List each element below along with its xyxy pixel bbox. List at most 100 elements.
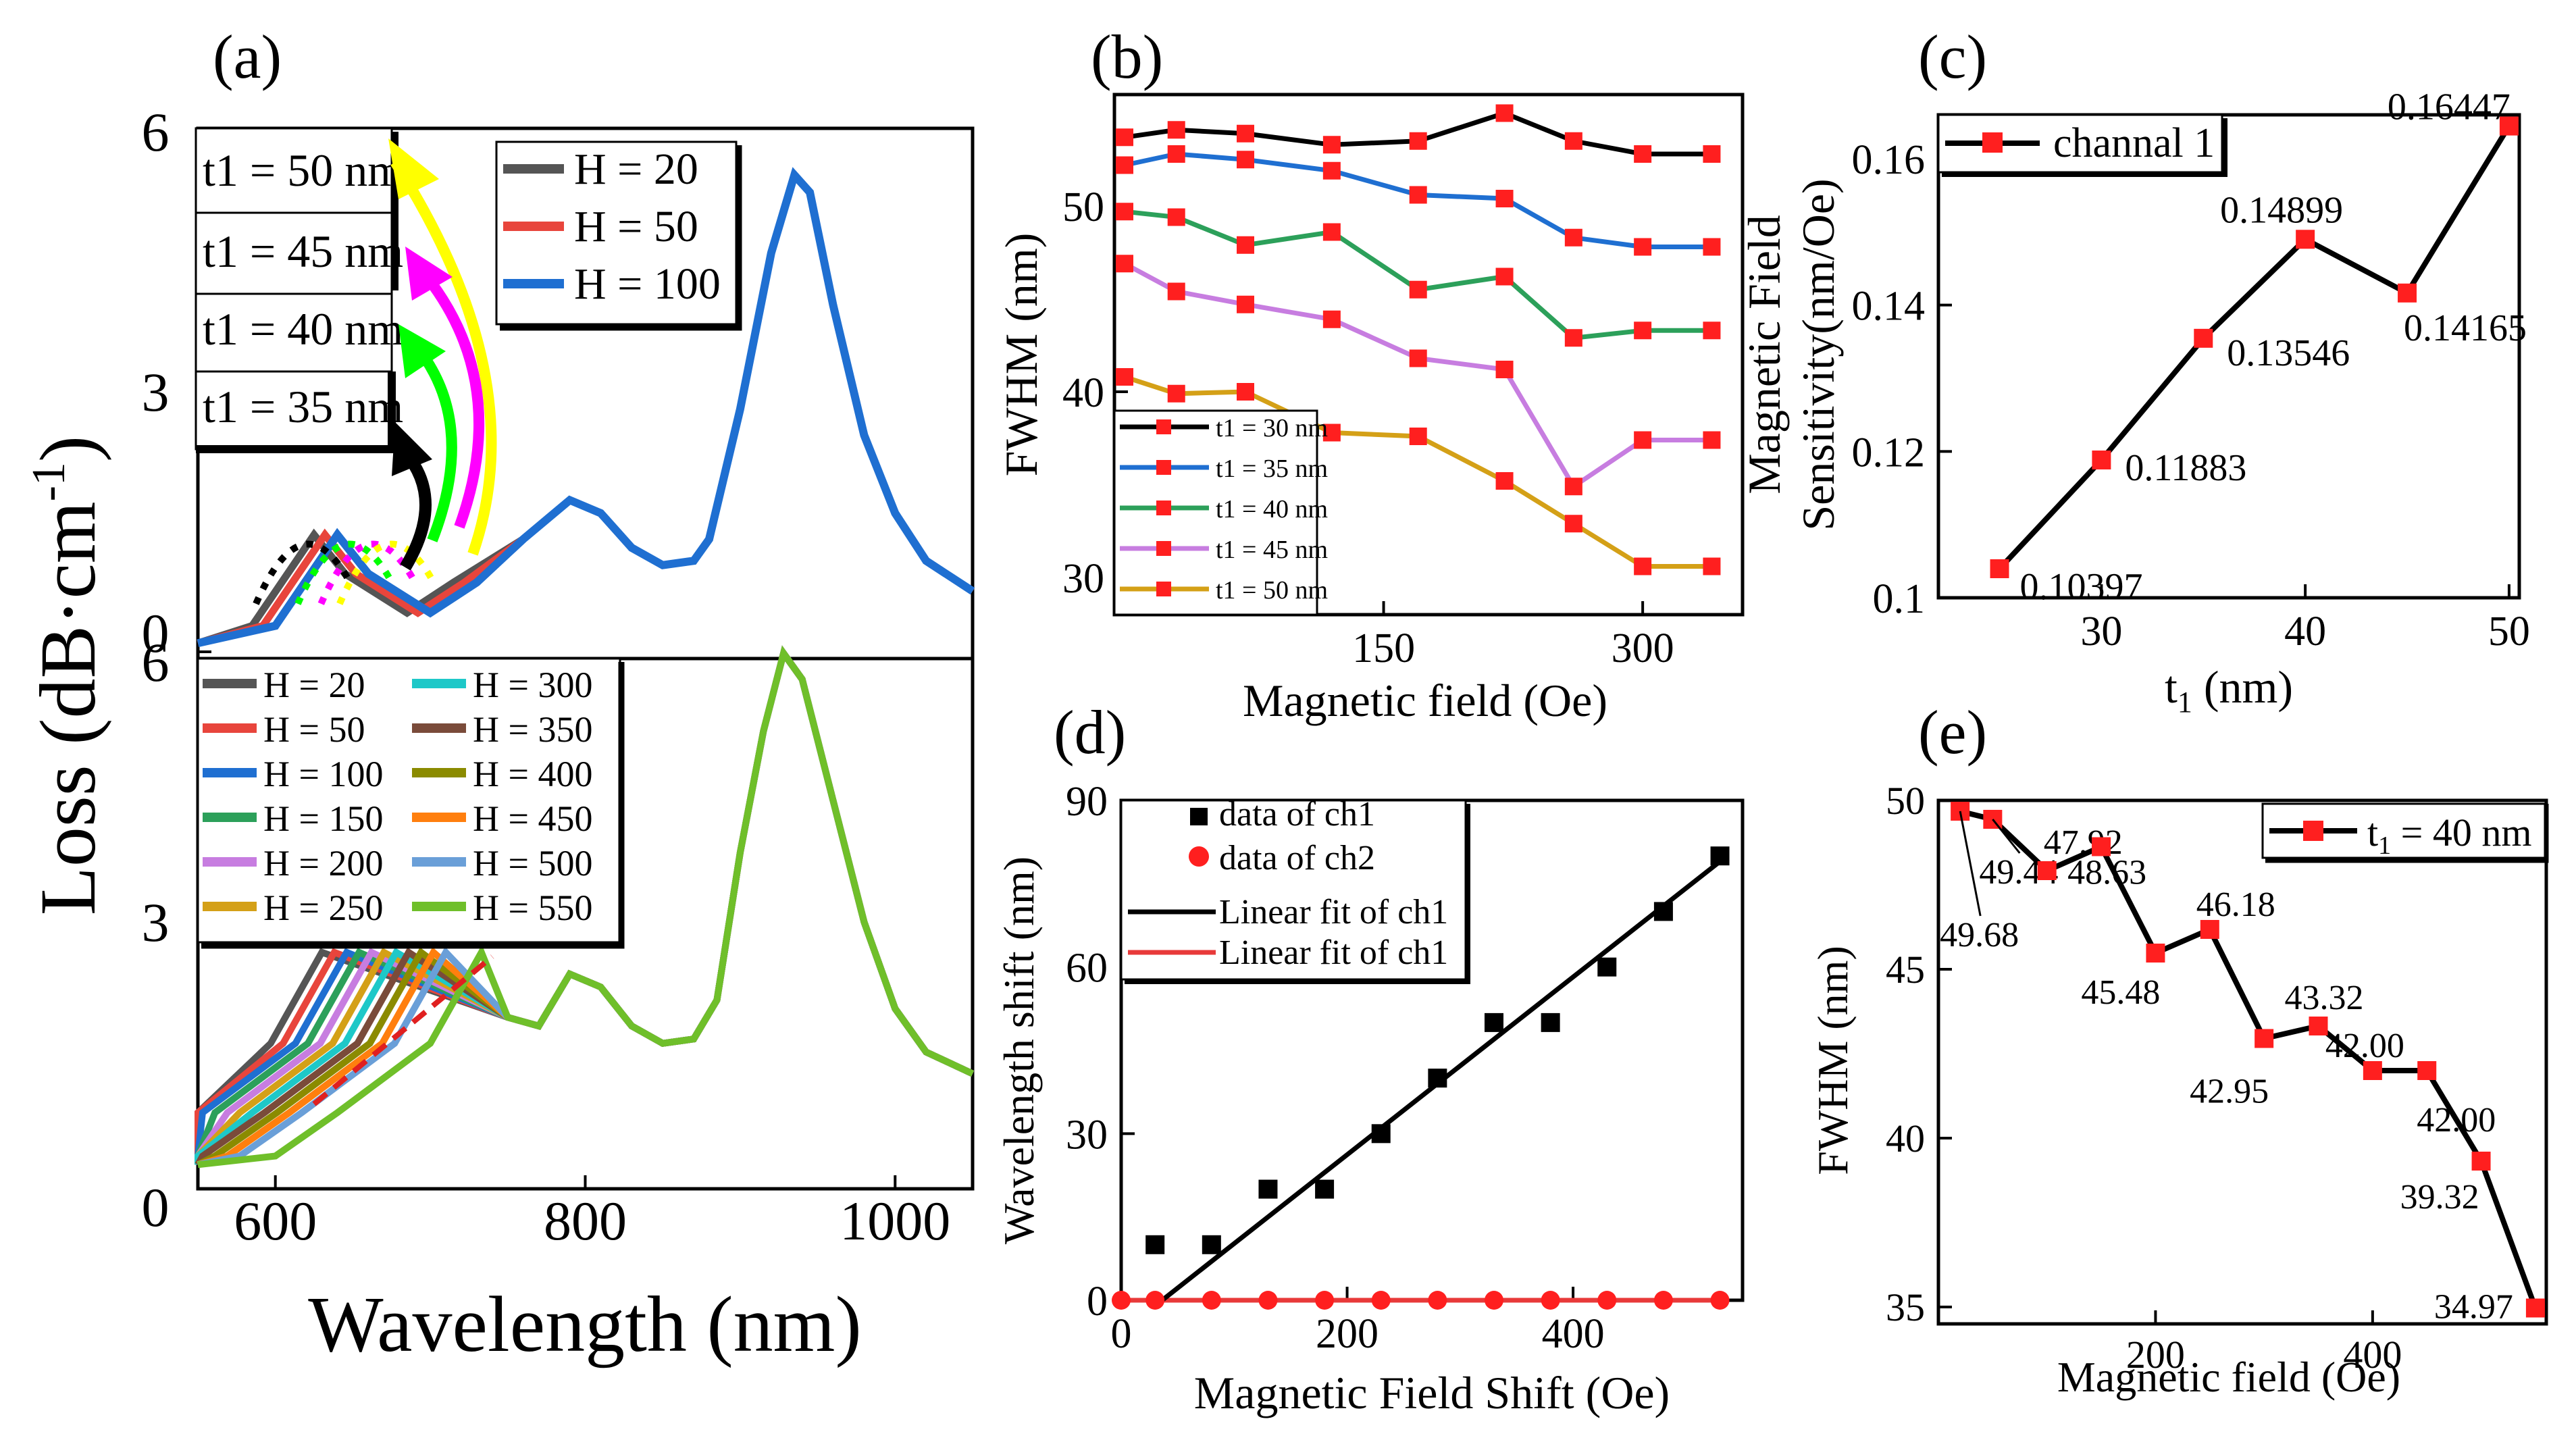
data-label: 45.48 — [2081, 973, 2160, 1012]
y-tick-label: 30 — [1062, 556, 1104, 602]
series-t35-point — [1564, 228, 1582, 247]
series-t45-point — [1409, 349, 1427, 367]
panel-d-plot: 0 200 400 0 30 60 90 — [1066, 779, 1730, 1357]
y-tick-label: 35 — [1886, 1285, 1925, 1329]
x-tick-label: 1000 — [840, 1190, 950, 1252]
series-t30-point — [1116, 128, 1133, 147]
data-label: 0.14165 — [2404, 307, 2527, 349]
x-tick-label: 50 — [2488, 609, 2530, 655]
legend-label-h50: H = 50 — [574, 202, 698, 251]
thickness-label-50: t1 = 50 nm — [203, 145, 403, 196]
series-t35-point — [1167, 145, 1185, 163]
data-label: 0.16447 — [2388, 86, 2510, 128]
series-t50-point — [1237, 383, 1254, 401]
series-t35-point — [1703, 238, 1721, 256]
ch2-point — [1258, 1291, 1278, 1310]
ch1-point — [1258, 1179, 1278, 1199]
x-tick-label: 800 — [544, 1190, 627, 1252]
panel-label-a: (a) — [213, 22, 282, 91]
series-t40-line — [1124, 209, 1712, 340]
series-t30-point — [1703, 145, 1721, 163]
ch2-point — [1315, 1291, 1335, 1310]
series-t50-point — [1167, 384, 1185, 403]
ch1-point — [1485, 1012, 1503, 1032]
series-h550-curve — [197, 645, 975, 1169]
panel-c-legend: channal 1 — [1937, 113, 2227, 177]
legend-label-h50: H = 50 — [263, 709, 365, 750]
series-t40-point — [1322, 223, 1341, 241]
series-channal1-point — [2499, 116, 2519, 136]
panel-b-xlabel: Magnetic field (Oe) — [1243, 675, 1607, 726]
panel-c-frame — [1936, 113, 2521, 600]
data-label: 46.18 — [2196, 886, 2275, 924]
series-t40-point — [1495, 267, 1514, 286]
panel-b-ylabel-right-2: Sensitivity(nm/Oe) — [1793, 178, 1844, 530]
series-t45-point — [1564, 478, 1582, 496]
series-t40-point — [2309, 1017, 2328, 1035]
legend-label-h300: H = 300 — [473, 665, 592, 705]
series-t45-point — [1495, 361, 1514, 378]
panel-b-plot: 150 300 30 40 50 — [1062, 104, 1721, 671]
ch1-point — [1428, 1069, 1447, 1088]
y-tick-label: 0 — [142, 1177, 170, 1238]
legend-shadow — [201, 662, 625, 949]
thickness-box-group: t1 = 50 nm t1 = 45 nm t1 = 40 nm t1 = 35… — [195, 127, 403, 453]
series-t50-point — [1409, 428, 1427, 445]
legend-label-h500: H = 500 — [473, 843, 592, 883]
y-tick-label: 40 — [1062, 370, 1104, 416]
series-t35-point — [1116, 156, 1133, 174]
legend-label-h20: H = 20 — [574, 145, 698, 194]
x-tick-label: 400 — [2343, 1333, 2402, 1377]
y-tick-label: 0.14 — [1852, 284, 1926, 330]
series-t50-point — [1703, 557, 1721, 575]
series-t50-point — [1116, 368, 1133, 386]
panel-e-plot: 200 4003540455049.6849.4447.9248.6345.484… — [1886, 779, 2545, 1377]
legend-marker-ch2 — [1189, 846, 1209, 867]
data-label: 42.00 — [2325, 1027, 2404, 1065]
thickness-label-40: t1 = 40 nm — [203, 303, 403, 355]
ch2-point — [1145, 1291, 1165, 1310]
series-t40-point — [2363, 1061, 2382, 1080]
panel-b-ylabel: FWHM (nm) — [996, 233, 1047, 477]
data-label: 42.00 — [2417, 1101, 2496, 1139]
legend-marker-t40 — [1156, 501, 1171, 515]
panel-a-bottom-curves — [195, 645, 975, 1169]
legend-label-t40: t1 = 40 nm — [1216, 495, 1328, 523]
data-label: 0.13546 — [2227, 332, 2350, 374]
panel-label-b: (b) — [1091, 22, 1163, 91]
panel-b-frame — [1112, 93, 1745, 617]
series-t30-point — [1634, 145, 1652, 163]
thickness-box-shadow — [196, 371, 396, 453]
series-t40-point — [1237, 236, 1254, 254]
series-t40-point — [1564, 329, 1582, 347]
y-tick-label: 6 — [142, 101, 170, 163]
ch1-point — [1315, 1179, 1335, 1199]
series-t45-point — [1634, 431, 1652, 449]
data-label: 43.32 — [2285, 979, 2364, 1017]
series-t50-point — [1564, 515, 1582, 533]
series-t40-point — [2255, 1029, 2274, 1048]
ch1-point — [1541, 1012, 1560, 1032]
arrowhead-black — [392, 422, 432, 476]
legend-label-h100: H = 100 — [574, 259, 721, 309]
legend-label-h20: H = 20 — [263, 665, 365, 705]
series-t30-point — [1564, 132, 1582, 150]
series-t35-point — [1237, 151, 1254, 169]
panel-e-frame — [1936, 798, 2548, 1326]
x-tick-label: 300 — [1612, 625, 1674, 671]
series-t40-point — [2471, 1152, 2491, 1171]
data-label: 34.97 — [2434, 1288, 2513, 1327]
series-t40-point — [2417, 1061, 2437, 1080]
x-tick-label: 0 — [1111, 1311, 1132, 1357]
ch2-point — [1597, 1291, 1617, 1310]
shift-arrows — [388, 138, 497, 571]
series-t40-point — [1116, 203, 1133, 221]
legend-marker-ch1 — [1190, 808, 1208, 825]
panel-e-xlabel: Magnetic field (Oe) — [2057, 1353, 2400, 1401]
panel-a-top-curves — [197, 167, 975, 648]
ch2-point — [1485, 1291, 1503, 1310]
ch2-point — [1112, 1291, 1131, 1310]
series-t50-point — [1322, 424, 1341, 442]
legend-label-fit1: Linear fit of ch1 — [1219, 893, 1448, 931]
